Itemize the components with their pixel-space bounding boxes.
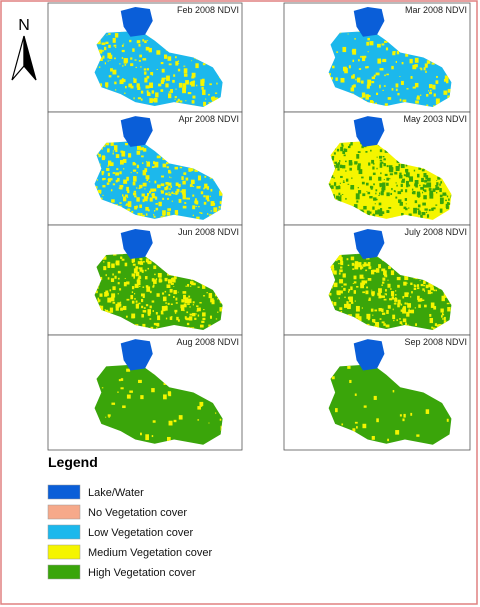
panel-title: Mar 2008 NDVI bbox=[405, 5, 467, 15]
legend-title: Legend bbox=[48, 454, 98, 470]
legend-swatch bbox=[47, 544, 81, 560]
panel-title: Jun 2008 NDVI bbox=[178, 227, 239, 237]
legend-swatch bbox=[47, 524, 81, 540]
legend-label: No Vegetation cover bbox=[88, 507, 187, 519]
lake bbox=[120, 339, 153, 371]
lake bbox=[120, 6, 153, 37]
panel-title: Aug 2008 NDVI bbox=[176, 337, 239, 347]
lake bbox=[353, 229, 385, 259]
land bbox=[94, 140, 223, 220]
map-panel: Jun 2008 NDVI bbox=[47, 224, 243, 336]
map-panel: Mar 2008 NDVI bbox=[283, 2, 471, 113]
north-arrow: N bbox=[11, 17, 37, 81]
land bbox=[328, 30, 452, 108]
lake bbox=[120, 229, 153, 259]
legend-label: High Vegetation cover bbox=[88, 567, 196, 579]
panel-title: Apr 2008 NDVI bbox=[178, 114, 239, 124]
land bbox=[94, 253, 223, 330]
map bbox=[328, 339, 452, 445]
map-panel: Aug 2008 NDVI bbox=[47, 334, 243, 451]
map-panel: May 2003 NDVI bbox=[283, 111, 471, 226]
map-panel: Apr 2008 NDVI bbox=[47, 111, 243, 226]
legend-swatch bbox=[47, 504, 81, 520]
map-panel: Sep 2008 NDVI bbox=[283, 334, 471, 451]
legend-label: Lake/Water bbox=[88, 487, 144, 499]
land bbox=[328, 364, 452, 445]
map-panel: July 2008 NDVI bbox=[283, 224, 471, 336]
panel-title: July 2008 NDVI bbox=[404, 227, 467, 237]
land bbox=[328, 140, 452, 220]
north-label: N bbox=[18, 17, 30, 34]
panel-title: Feb 2008 NDVI bbox=[177, 5, 239, 15]
panel-title: Sep 2008 NDVI bbox=[404, 337, 467, 347]
map-panel: Feb 2008 NDVI bbox=[47, 2, 243, 113]
legend-label: Low Vegetation cover bbox=[88, 527, 194, 539]
panel-title: May 2003 NDVI bbox=[403, 114, 467, 124]
legend-swatch bbox=[47, 484, 81, 500]
land bbox=[94, 364, 223, 445]
lake bbox=[120, 116, 153, 147]
lake bbox=[353, 6, 385, 37]
legend-swatch bbox=[47, 564, 81, 580]
lake bbox=[353, 339, 385, 371]
lake bbox=[353, 116, 385, 147]
legend-label: Medium Vegetation cover bbox=[88, 547, 212, 559]
